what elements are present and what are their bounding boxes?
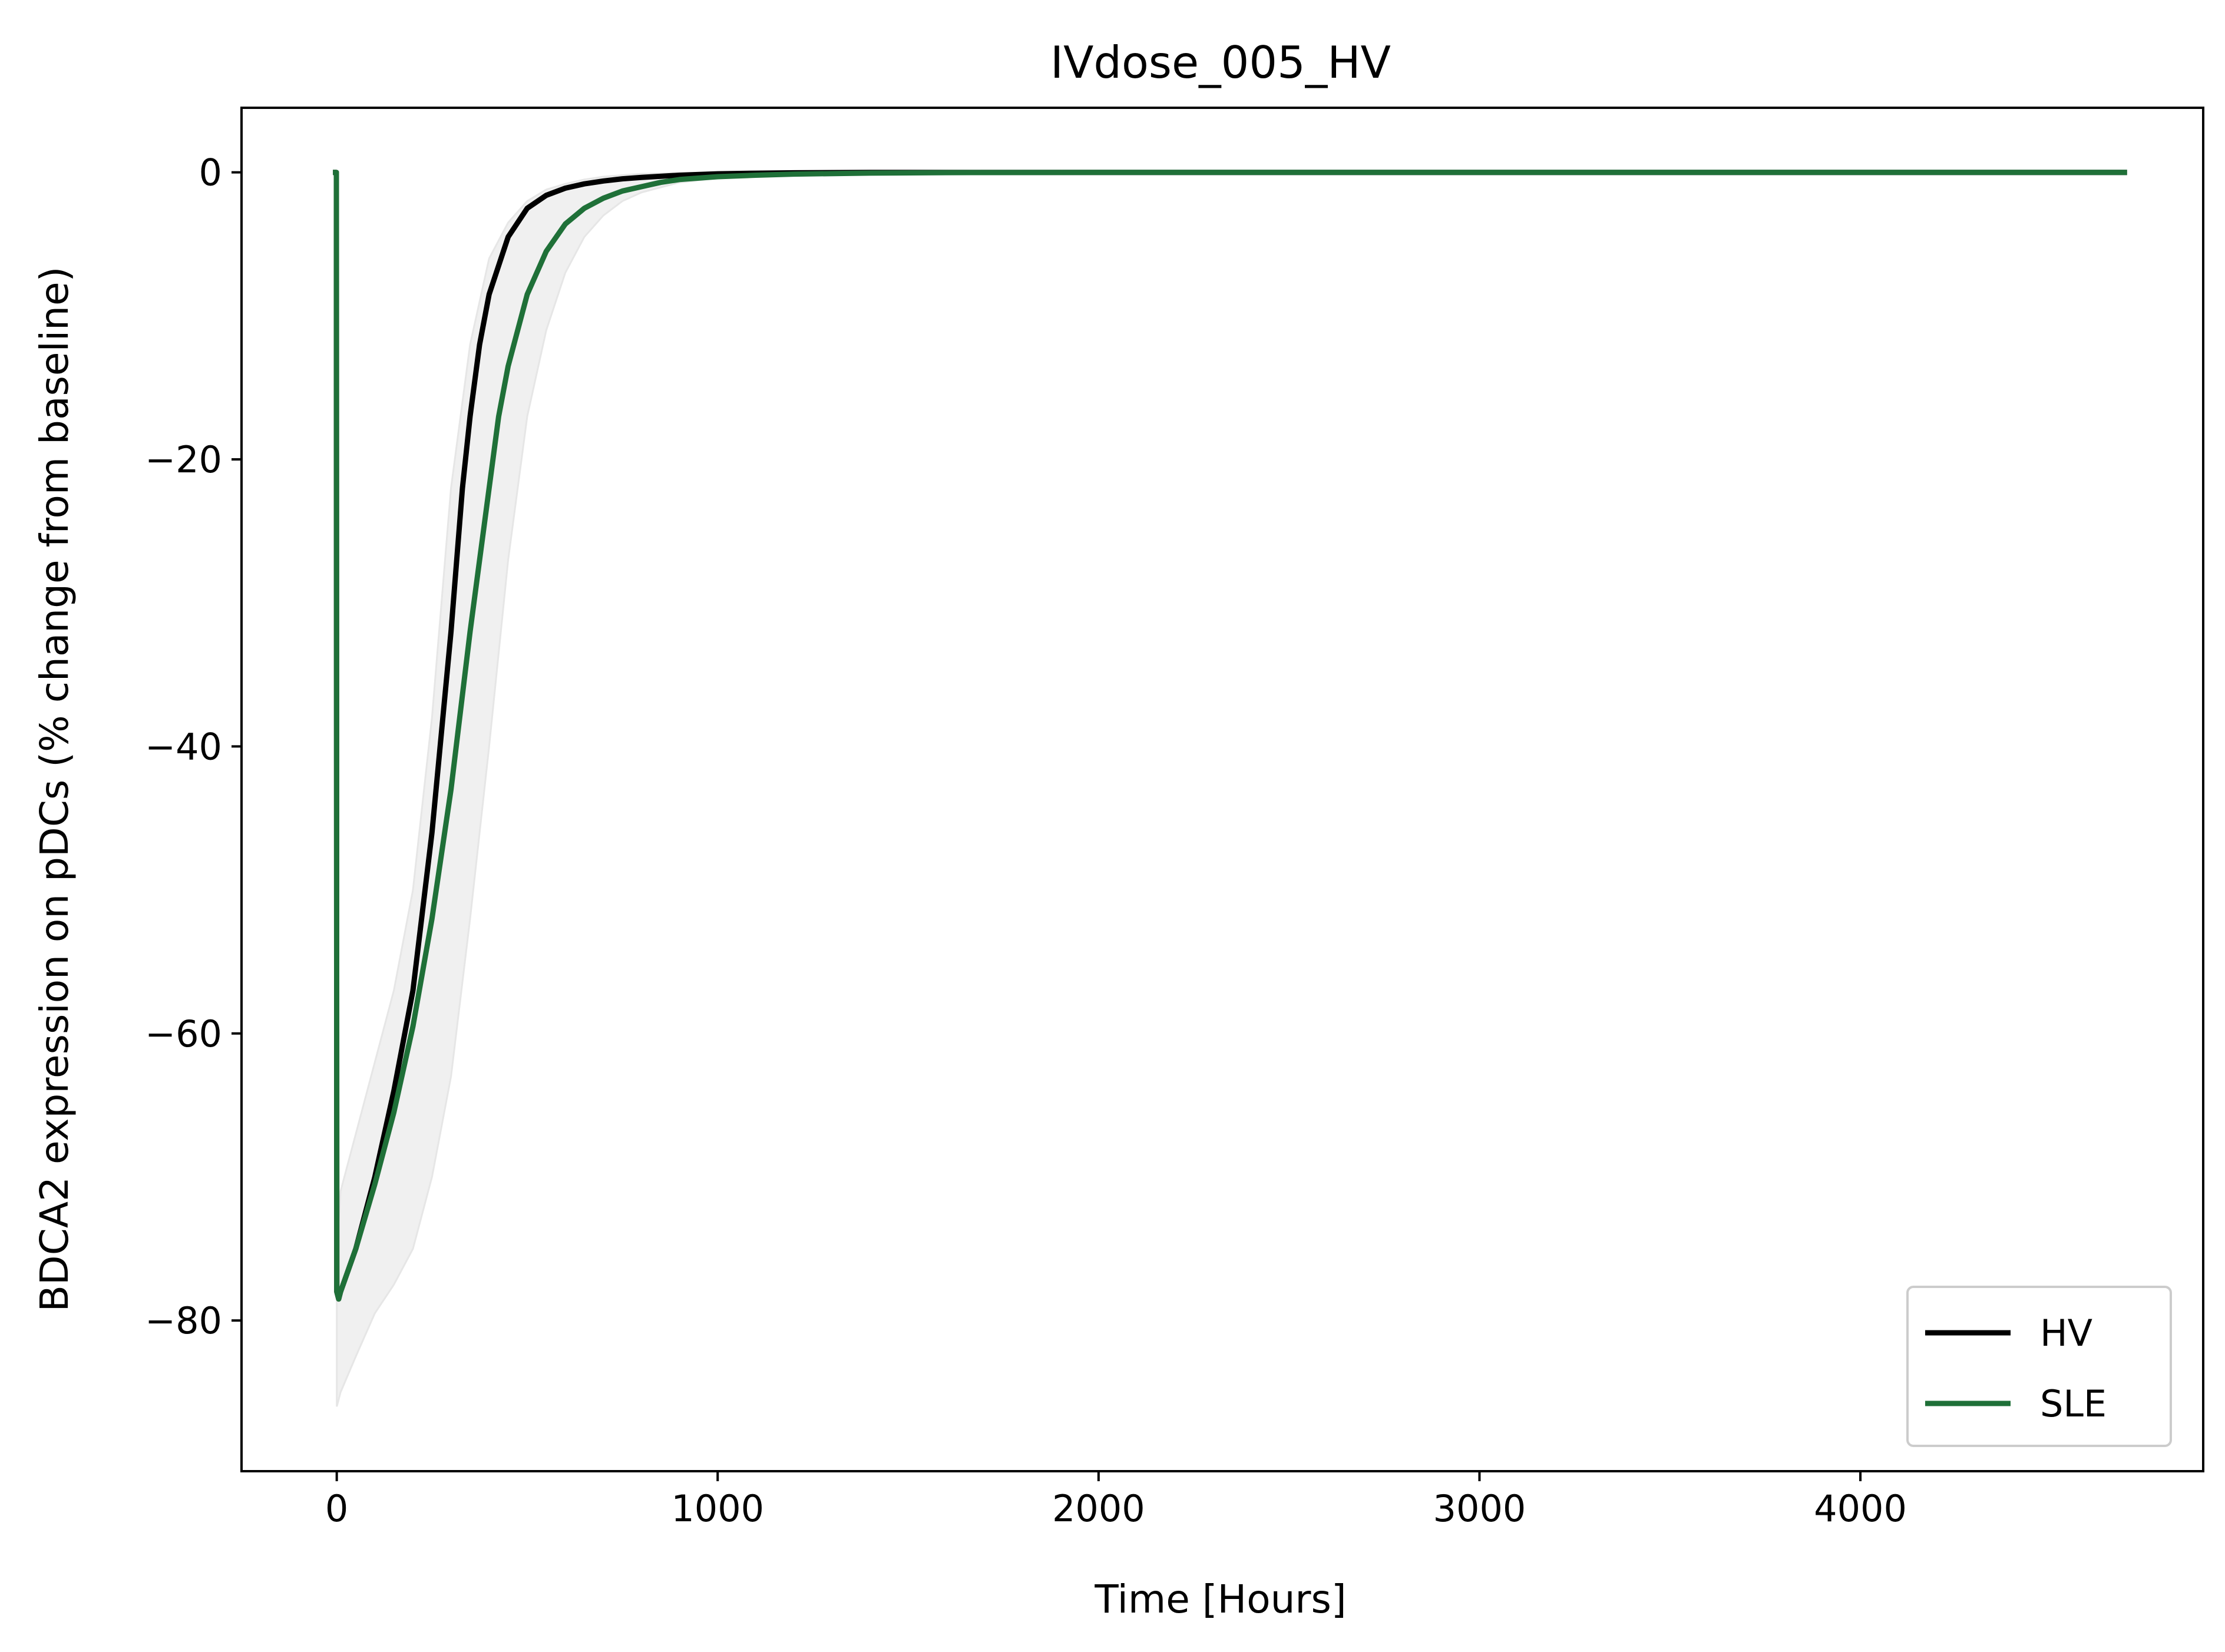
legend: HV SLE xyxy=(1906,1286,2172,1447)
y-tick-label: −60 xyxy=(145,1012,222,1055)
y-tick-label: −20 xyxy=(145,438,222,481)
y-tick-label: −40 xyxy=(145,725,222,768)
x-axis: 0 1000 2000 3000 4000 xyxy=(325,1471,1907,1530)
legend-label-hv: HV xyxy=(2040,1312,2092,1355)
legend-label-sle: SLE xyxy=(2040,1382,2107,1425)
x-tick-label: 2000 xyxy=(1052,1487,1145,1530)
x-tick-label: 3000 xyxy=(1433,1487,1526,1530)
x-tick-label: 1000 xyxy=(671,1487,764,1530)
series-line-sle xyxy=(333,170,2127,1302)
x-tick-label: 0 xyxy=(325,1487,348,1530)
x-axis-label: Time [Hours] xyxy=(1094,1577,1346,1622)
chart-title: IVdose_005_HV xyxy=(1050,37,1391,88)
y-tick-label: 0 xyxy=(199,151,222,194)
y-axis-label: BDCA2 expression on pDCs (% change from … xyxy=(32,267,77,1312)
plot-area xyxy=(240,107,2204,1472)
plot-frame xyxy=(240,107,2204,1472)
y-axis: 0 −20 −40 −60 −80 xyxy=(145,151,242,1342)
y-tick-label: −80 xyxy=(145,1299,222,1342)
x-tick-label: 4000 xyxy=(1814,1487,1907,1530)
series-layer xyxy=(333,170,2127,1302)
legend-box xyxy=(1906,1286,2172,1447)
